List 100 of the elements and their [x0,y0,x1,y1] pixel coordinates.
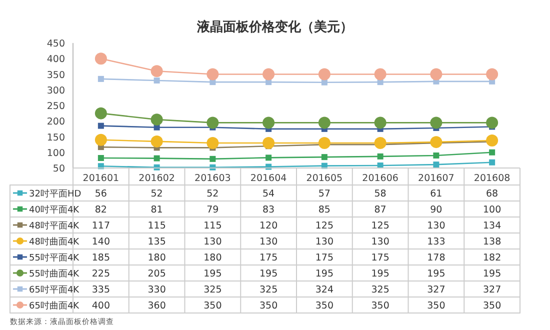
y-tick-label: 250 [46,101,65,112]
point [206,68,219,80]
data-label: 90 [430,204,442,216]
data-label: 325 [371,284,390,296]
data-label: 324 [315,284,334,296]
legend-label: 55吋平面4K [29,252,80,264]
x-tick-label: 201608 [474,173,510,184]
point [377,153,384,160]
x-tick-label: 201607 [418,173,454,184]
data-label: 205 [148,268,166,280]
data-label: 330 [148,284,166,296]
data-label: 325 [204,284,222,296]
point [489,149,496,156]
y-tick-label: 150 [46,132,65,144]
legend-label: 32吋平面HD [29,188,82,200]
point [430,68,442,80]
point [262,68,275,80]
point [318,137,330,149]
data-label: 130 [204,236,222,248]
point [374,116,386,129]
data-label: 195 [371,268,390,280]
data-label: 350 [371,300,390,312]
data-label: 134 [482,220,502,232]
point [266,154,272,161]
y-tick-label: 200 [46,116,65,128]
legend-label: 40吋平面4K [29,204,80,216]
data-label: 130 [371,236,390,248]
point [98,122,104,129]
data-label: 195 [204,268,222,280]
data-label: 175 [371,252,390,264]
data-label: 81 [150,204,163,216]
data-label: 87 [374,204,386,216]
data-label: 195 [427,268,446,280]
point [430,136,442,148]
data-label: 335 [92,284,110,296]
data-label: 120 [259,220,278,232]
data-label: 195 [259,268,278,280]
y-tick-label: 100 [46,148,65,159]
x-tick-label: 201605 [306,173,343,184]
data-label: 100 [482,204,502,216]
data-label: 83 [262,204,275,216]
data-label: 56 [94,188,107,200]
x-tick-label: 201601 [82,173,120,184]
data-label: 130 [427,220,446,232]
data-label: 68 [486,188,498,200]
chart-title: 液晶面板价格变化（美元） [196,19,353,35]
data-label: 52 [206,188,219,200]
data-label: 57 [318,188,330,200]
data-label: 360 [148,300,166,312]
data-label: 327 [482,284,502,296]
legend-label: 48吋曲面4K [29,236,80,248]
data-label: 180 [204,252,222,264]
point [206,137,219,149]
data-label: 175 [259,252,278,264]
point [318,68,330,80]
x-tick-label: 201603 [194,173,231,184]
point [94,107,107,120]
data-label: 178 [427,252,446,264]
point [374,68,386,80]
point [94,134,107,146]
data-label: 52 [150,188,163,200]
point [374,137,386,149]
point [150,65,163,78]
data-label: 54 [262,188,275,200]
point [154,78,160,84]
data-label: 185 [92,252,110,264]
point [150,135,163,148]
x-tick-label: 201602 [138,173,175,184]
y-tick-label: 450 [46,38,65,50]
y-tick-label: 400 [46,54,65,66]
legend-label: 65吋曲面4K [29,300,80,312]
data-label: 138 [482,236,502,248]
data-label: 79 [206,204,219,216]
legend-label: 65吋平面4K [29,284,80,296]
data-label: 135 [148,236,166,248]
point [489,159,496,166]
point [486,68,498,80]
data-label: 182 [482,252,502,264]
data-label: 225 [92,268,110,280]
data-label: 85 [318,204,330,216]
data-label: 180 [148,252,166,264]
data-label: 175 [315,252,334,264]
data-label: 327 [427,284,446,296]
data-label: 117 [92,220,110,232]
y-tick-label: 50 [52,164,65,174]
data-label: 350 [482,300,502,312]
y-tick-label: 300 [46,85,65,96]
point [154,155,160,162]
data-label: 350 [204,300,222,312]
point [262,137,275,149]
data-label: 350 [427,300,446,312]
data-label: 195 [482,268,502,280]
data-label: 58 [374,188,386,200]
point [206,116,219,129]
point [321,154,328,160]
data-label: 115 [204,220,222,232]
legend-label: 48吋平面4K [29,220,80,232]
point [486,134,498,146]
data-label: 350 [315,300,334,312]
data-label: 325 [259,284,278,296]
